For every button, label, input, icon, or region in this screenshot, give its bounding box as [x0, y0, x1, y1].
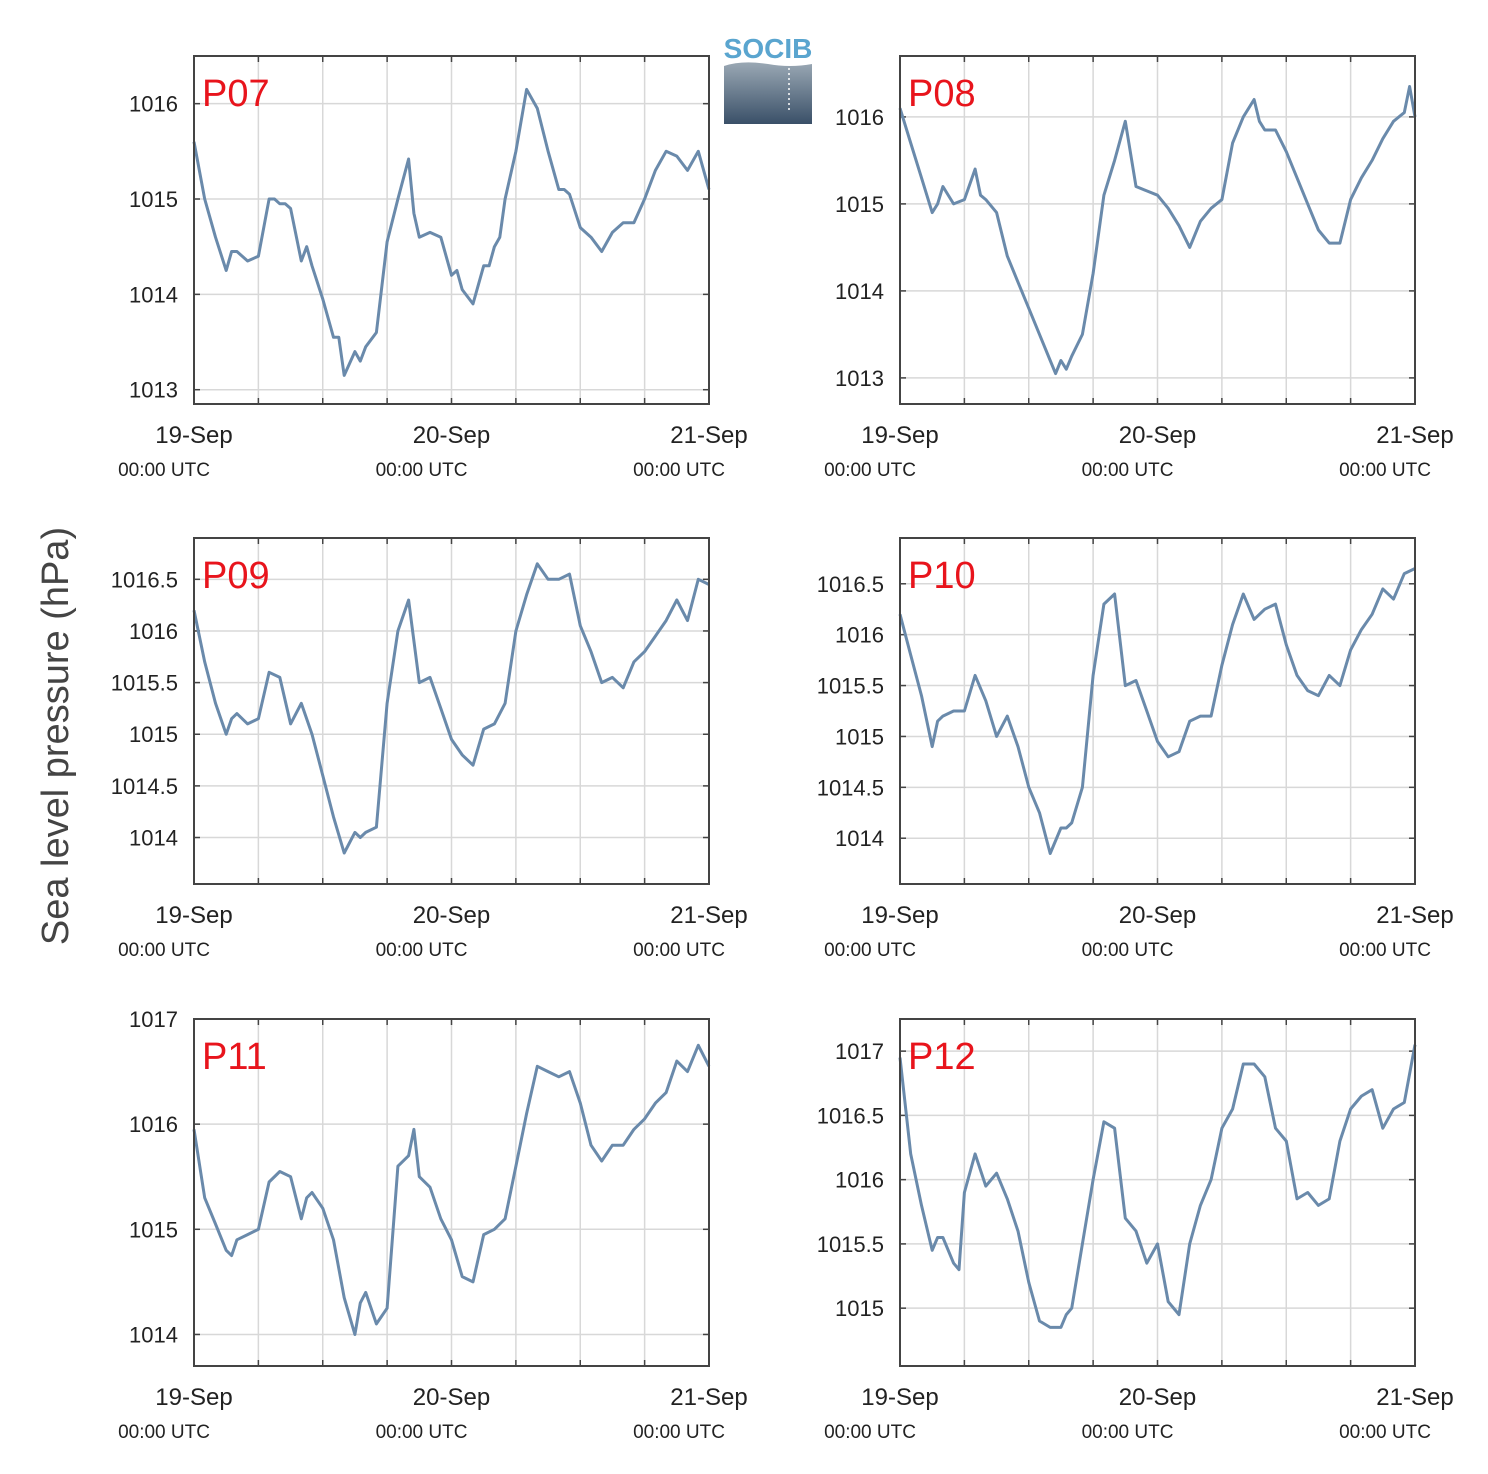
y-tick-label: 1013: [835, 366, 884, 391]
x-tick-time-label: 00:00 UTC: [1339, 1422, 1431, 1443]
x-tick-time-label: 00:00 UTC: [1082, 460, 1174, 481]
x-tick-time-label: 00:00 UTC: [1339, 940, 1431, 961]
y-tick-label: 1015: [129, 722, 178, 747]
y-tick-label: 1014: [835, 826, 884, 851]
x-tick-time-label: 00:00 UTC: [376, 940, 468, 961]
x-tick-date-label: 19-Sep: [155, 1384, 232, 1411]
x-tick-time-label: 00:00 UTC: [824, 460, 916, 481]
y-tick-label: 1016: [835, 105, 884, 130]
x-tick-date-label: 20-Sep: [1119, 422, 1196, 449]
y-tick-label: 1016.5: [817, 1103, 884, 1128]
x-tick-time-label: 00:00 UTC: [1082, 940, 1174, 961]
x-tick-time-label: 00:00 UTC: [118, 940, 210, 961]
y-tick-label: 1016.5: [817, 572, 884, 597]
panel-title: P09: [202, 555, 270, 597]
x-tick-date-label: 19-Sep: [861, 902, 938, 929]
panel-title: P12: [908, 1036, 976, 1078]
x-tick-time-label: 00:00 UTC: [376, 460, 468, 481]
y-tick-label: 1016: [835, 623, 884, 648]
plot-frame: [899, 1018, 1416, 1367]
y-tick-label: 1015.5: [817, 674, 884, 699]
y-tick-label: 1015: [129, 187, 178, 212]
x-tick-date-label: 21-Sep: [670, 1384, 747, 1411]
y-tick-label: 1014: [129, 282, 178, 307]
series-line: [192, 562, 710, 855]
x-tick-date-label: 21-Sep: [1376, 902, 1453, 929]
panel-title: P08: [908, 73, 976, 115]
panel-p09: 1014 1014.5 1015 1015.5 1016 1016.5 19-Sep 00:0…: [111, 537, 748, 961]
y-tick-label: 1017: [835, 1039, 884, 1064]
y-axis-title: Sea level pressure (hPa): [35, 527, 77, 945]
panel-p11: 1014 1015 1016 1017 19-Sep 00:00 UTC 20-Sep 00:…: [118, 1007, 748, 1443]
panel-title: P11: [202, 1036, 267, 1078]
x-tick-date-label: 19-Sep: [861, 1384, 938, 1411]
panel-p10: 1014 1014.5 1015 1015.5 1016 1016.5 19-Sep 00:0…: [817, 537, 1454, 961]
x-tick-date-label: 20-Sep: [413, 1384, 490, 1411]
y-tick-label: 1013: [129, 378, 178, 403]
plot-frame: [193, 1018, 710, 1367]
y-tick-label: 1016.5: [111, 567, 178, 592]
x-tick-time-label: 00:00 UTC: [1082, 1422, 1174, 1443]
plot-frame: [193, 537, 710, 885]
x-tick-date-label: 20-Sep: [1119, 902, 1196, 929]
y-tick-label: 1014: [129, 826, 178, 851]
x-tick-date-label: 21-Sep: [670, 422, 747, 449]
x-tick-date-label: 19-Sep: [861, 422, 938, 449]
x-tick-time-label: 00:00 UTC: [633, 460, 725, 481]
y-tick-label: 1015: [835, 1296, 884, 1321]
x-tick-date-label: 20-Sep: [1119, 1384, 1196, 1411]
x-tick-time-label: 00:00 UTC: [633, 1422, 725, 1443]
panel-p12: 1015 1015.5 1016 1016.5 1017 19-Sep 00:00 UTC 2…: [817, 1018, 1454, 1443]
x-tick-date-label: 21-Sep: [1376, 1384, 1453, 1411]
x-tick-date-label: 20-Sep: [413, 902, 490, 929]
x-tick-date-label: 19-Sep: [155, 902, 232, 929]
series-line: [192, 87, 711, 377]
x-tick-time-label: 00:00 UTC: [118, 460, 210, 481]
x-tick-date-label: 21-Sep: [1376, 422, 1453, 449]
series-line: [898, 1044, 1417, 1329]
panel-title: P10: [908, 555, 976, 597]
series-line: [192, 1043, 711, 1336]
panel-p08: 1013 1014 1015 1016 19-Sep 00:00 UTC 20-Sep 00:…: [824, 55, 1454, 481]
logo-text: SOCIB: [724, 33, 813, 64]
plot-frame: [899, 537, 1416, 885]
y-tick-label: 1014.5: [817, 775, 884, 800]
series-line: [898, 85, 1417, 376]
x-tick-date-label: 20-Sep: [413, 422, 490, 449]
x-tick-time-label: 00:00 UTC: [1339, 460, 1431, 481]
y-tick-label: 1014.5: [111, 774, 178, 799]
x-tick-date-label: 21-Sep: [670, 902, 747, 929]
y-tick-label: 1015: [835, 192, 884, 217]
panel-title: P07: [202, 73, 270, 115]
y-tick-label: 1014: [835, 279, 884, 304]
x-tick-time-label: 00:00 UTC: [824, 940, 916, 961]
y-tick-label: 1014: [129, 1322, 178, 1347]
y-tick-label: 1016: [129, 619, 178, 644]
y-tick-label: 1016: [129, 92, 178, 117]
series-line: [898, 567, 1416, 855]
y-tick-label: 1015.5: [817, 1232, 884, 1257]
x-tick-time-label: 00:00 UTC: [376, 1422, 468, 1443]
y-tick-label: 1015: [835, 724, 884, 749]
panel-p07: 1013 1014 1015 1016 19-Sep 00:00 UTC 20-Sep 00:…: [118, 55, 748, 481]
y-tick-label: 1015: [129, 1217, 178, 1242]
x-tick-time-label: 00:00 UTC: [118, 1422, 210, 1443]
plot-frame: [899, 55, 1416, 405]
panels: 1013 1014 1015 1016 19-Sep 00:00 UTC 20-Sep 00:…: [111, 55, 1454, 1443]
y-tick-label: 1016: [835, 1168, 884, 1193]
y-tick-label: 1015.5: [111, 671, 178, 696]
plot-frame: [193, 55, 710, 405]
socib-logo: SOCIB: [724, 33, 813, 124]
x-tick-date-label: 19-Sep: [155, 422, 232, 449]
y-tick-label: 1016: [129, 1112, 178, 1137]
y-tick-label: 1017: [129, 1007, 178, 1032]
x-tick-time-label: 00:00 UTC: [633, 940, 725, 961]
x-tick-time-label: 00:00 UTC: [824, 1422, 916, 1443]
